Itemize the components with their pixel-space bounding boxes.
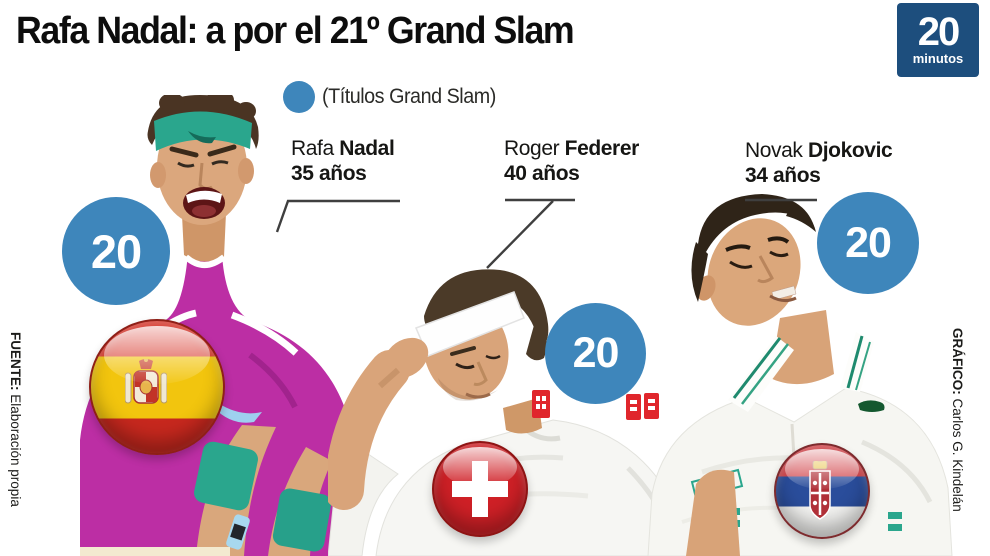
djokovic-collar — [728, 332, 874, 412]
player-label-djokovic: Novak Djokovic 34 años — [745, 139, 893, 189]
source-credit-label: FUENTE: — [8, 332, 23, 391]
switzerland-flag-icon — [432, 441, 528, 537]
lacoste-logo — [858, 400, 885, 412]
swiss-cross — [471, 461, 489, 517]
titles-count: 20 — [572, 329, 620, 377]
player-first-name: Novak — [745, 139, 803, 162]
federer-chest-logo — [532, 390, 550, 418]
player-first-name: Roger — [504, 137, 560, 160]
player-last-name: Federer — [564, 137, 640, 160]
titles-count: 20 — [845, 218, 892, 267]
player-last-name: Nadal — [339, 137, 395, 160]
spain-flag-icon — [89, 319, 225, 455]
legend: (Títulos Grand Slam) — [283, 81, 507, 113]
nadal-headband — [154, 111, 252, 151]
graphic-credit: GRÁFICO: Carlos G. Kindelán — [950, 328, 965, 512]
brand-logo-20minutos: 20 minutos — [897, 3, 979, 77]
player-label-federer: Roger Federer 40 años — [504, 137, 639, 187]
source-credit: FUENTE: Elaboración propia — [8, 332, 23, 507]
titles-count: 20 — [90, 224, 142, 278]
spain-coat-of-arms — [125, 359, 168, 405]
source-credit-value: Elaboración propia — [8, 390, 23, 507]
federer-sleeve-logo — [626, 393, 659, 420]
graphic-credit-label: GRÁFICO: — [950, 328, 965, 395]
titles-circle-icon — [283, 81, 315, 113]
player-label-nadal: Rafa Nadal 35 años — [291, 137, 395, 187]
player-age: 40 años — [504, 161, 580, 185]
djokovic-photo-illustration — [647, 194, 953, 556]
player-last-name: Djokovic — [807, 139, 893, 162]
serbia-flag-icon — [774, 443, 870, 539]
graphic-credit-value: Carlos G. Kindelán — [950, 394, 965, 512]
legend-label: (Títulos Grand Slam) — [322, 85, 496, 108]
player-age: 35 años — [291, 161, 367, 185]
brand-logo-number: 20 — [917, 10, 960, 54]
player-age: 34 años — [745, 163, 821, 187]
titles-badge-nadal: 20 — [62, 197, 170, 305]
titles-badge-federer: 20 — [545, 303, 646, 404]
player-first-name: Rafa — [291, 137, 334, 160]
page-title: Rafa Nadal: a por el 21º Grand Slam — [16, 10, 575, 52]
serbia-coat-of-arms — [809, 460, 832, 520]
titles-badge-djokovic: 20 — [817, 192, 919, 294]
brand-logo-word: minutos — [912, 51, 964, 66]
